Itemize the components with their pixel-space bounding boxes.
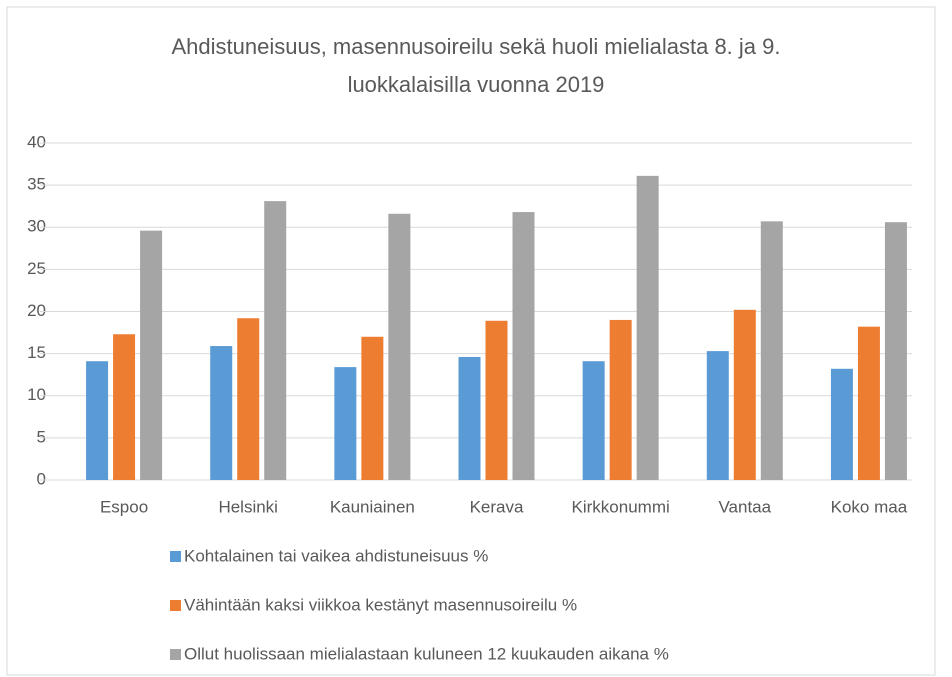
y-tick-label: 15: [27, 343, 46, 362]
bar: [140, 230, 163, 480]
x-tick-label: Kirkkonummi: [572, 497, 670, 516]
x-tick-label: Espoo: [100, 497, 148, 516]
y-tick-label: 25: [27, 259, 46, 278]
x-tick-label: Vantaa: [718, 497, 771, 516]
bar: [884, 222, 907, 480]
bar: [388, 213, 411, 480]
legend-label: Vähintään kaksi viikkoa kestänyt masennu…: [184, 595, 577, 614]
legend-label: Kohtalainen tai vaikea ahdistuneisuus %: [184, 546, 488, 565]
bar: [86, 361, 109, 480]
bar: [264, 201, 287, 480]
legend-swatch: [170, 551, 181, 562]
bar: [210, 346, 233, 480]
y-tick-label: 35: [27, 175, 46, 194]
y-tick-label: 10: [27, 385, 46, 404]
bar: [113, 334, 136, 480]
bar: [609, 319, 632, 480]
y-tick-label: 40: [27, 132, 46, 151]
bar: [636, 175, 659, 481]
x-tick-label: Helsinki: [218, 497, 278, 516]
bar: [237, 318, 260, 480]
bar: [334, 367, 357, 480]
chart-title: Ahdistuneisuus, masennusoireilu sekä huo…: [171, 34, 781, 97]
legend-label: Ollut huolissaan mielialastaan kuluneen …: [184, 644, 669, 663]
bar: [830, 368, 853, 480]
y-tick-label: 5: [37, 427, 46, 446]
bar: [706, 351, 729, 480]
bar: [361, 336, 384, 480]
y-tick-label: 20: [27, 301, 46, 320]
bar: [582, 361, 605, 480]
bar: [760, 221, 783, 481]
legend-swatch: [170, 649, 181, 660]
x-tick-label: Kauniainen: [330, 497, 415, 516]
bar: [733, 309, 756, 480]
y-tick-label: 30: [27, 217, 46, 236]
bar: [458, 356, 481, 480]
x-tick-label: Kerava: [470, 497, 524, 516]
y-tick-label: 0: [37, 469, 46, 488]
bar: [857, 326, 880, 480]
legend-swatch: [170, 600, 181, 611]
bar: [485, 320, 508, 480]
bar: [512, 212, 535, 480]
x-tick-label: Koko maa: [831, 497, 908, 516]
